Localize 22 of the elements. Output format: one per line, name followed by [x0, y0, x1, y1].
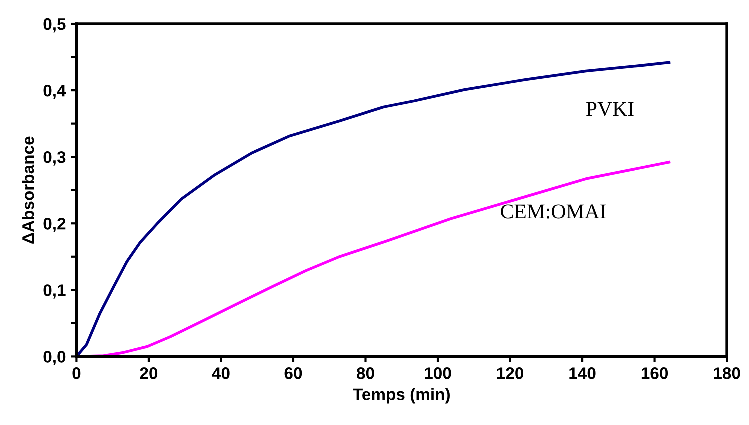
- x-tick-label: 40: [212, 368, 230, 380]
- x-tick-label: 120: [497, 368, 524, 380]
- series-label: CEM:OMAI: [501, 204, 606, 219]
- y-axis-title: ΔAbsorbance: [22, 136, 34, 244]
- y-tick-label: 0,3: [44, 151, 66, 166]
- line-series: [76, 61, 671, 357]
- line-series: [76, 161, 671, 357]
- x-tick-label: 100: [425, 368, 452, 380]
- series-label: PVKI: [586, 102, 634, 116]
- y-tick-label: 0,5: [44, 18, 66, 33]
- y-tick-label: 0,4: [44, 84, 66, 100]
- x-tick-label: 60: [284, 368, 302, 380]
- x-axis-title: Temps (min): [353, 388, 450, 404]
- x-tick-label: 20: [140, 368, 158, 380]
- x-tick-label: 180: [714, 368, 740, 380]
- y-tick-label: 0,1: [44, 284, 66, 299]
- x-tick-label: 80: [357, 368, 374, 380]
- x-tick-label: 140: [570, 368, 596, 380]
- y-tick-label: 0,2: [44, 218, 66, 232]
- x-tick-label: 0: [72, 368, 81, 380]
- x-tick-label: 160: [642, 368, 668, 380]
- y-tick-label: 0,0: [44, 351, 66, 366]
